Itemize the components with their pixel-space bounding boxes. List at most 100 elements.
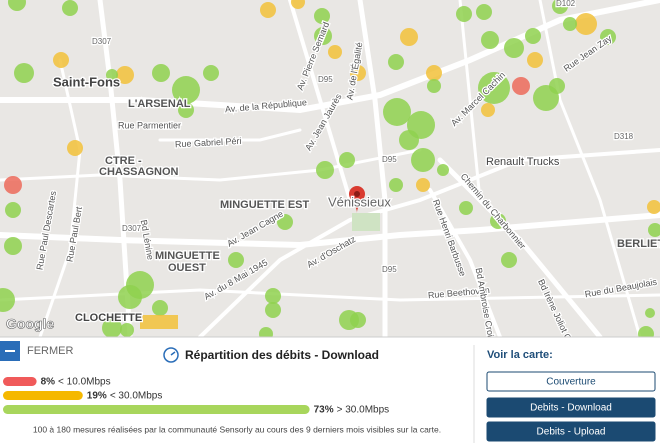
- measure-dot: [490, 213, 506, 229]
- measure-dot: [8, 0, 26, 11]
- measure-dot: [648, 223, 660, 237]
- measure-dot: [291, 0, 305, 9]
- map-label: CHASSAGNON: [99, 166, 179, 178]
- measure-dot: [316, 161, 334, 179]
- legend-bar: [3, 405, 310, 414]
- measure-dot: [277, 214, 293, 230]
- measure-dot: [339, 152, 355, 168]
- speed-needle: [170, 351, 176, 356]
- measure-dot: [456, 6, 472, 22]
- map-label: Rue Gabriel Péri: [175, 136, 242, 149]
- legend-percent: 8%: [41, 377, 56, 388]
- map-label: CTRE -: [105, 155, 142, 167]
- map-pin: [349, 186, 365, 213]
- measure-dot: [53, 52, 69, 68]
- measure-dot: [314, 27, 332, 45]
- map-logo: Google: [6, 316, 54, 332]
- measure-dot: [4, 237, 22, 255]
- map-label: Renault Trucks: [486, 156, 560, 168]
- measure-dot: [426, 65, 442, 81]
- map-label: Rue Parmentier: [118, 120, 181, 130]
- legend-percent: 19%: [87, 391, 107, 402]
- map-label: L'ARSENAL: [128, 98, 191, 110]
- measure-dot: [62, 0, 78, 16]
- measure-dot: [314, 8, 330, 24]
- measure-dot: [527, 52, 543, 68]
- map-label: D318: [614, 132, 634, 141]
- measure-dot: [120, 323, 134, 337]
- measure-dot: [350, 65, 366, 81]
- map-label: D102: [556, 0, 576, 8]
- legend-range: > 30.0Mbps: [337, 405, 390, 416]
- measure-dot: [481, 103, 495, 117]
- measure-dot: [14, 63, 34, 83]
- measure-dot: [5, 202, 21, 218]
- measure-dot: [178, 102, 194, 118]
- map-label: D95: [382, 265, 397, 274]
- measure-dot: [416, 178, 430, 192]
- measure-dot: [265, 302, 281, 318]
- measure-dot: [67, 140, 83, 156]
- measure-dot: [647, 200, 660, 214]
- measure-dot: [645, 308, 655, 318]
- measure-dot: [411, 148, 435, 172]
- measure-dot: [476, 4, 492, 20]
- measure-dot: [152, 300, 168, 316]
- measure-dot: [328, 45, 342, 59]
- map-pin-dot: [354, 191, 360, 197]
- view-button-label[interactable]: Debits - Download: [530, 403, 612, 414]
- map-label: D307: [122, 224, 142, 233]
- park: [352, 213, 380, 231]
- legend-percent: 73%: [314, 405, 334, 416]
- view-button[interactable]: [486, 397, 656, 418]
- measure-dot: [260, 2, 276, 18]
- measure-dot: [563, 17, 577, 31]
- view-button[interactable]: [486, 371, 656, 392]
- legend-bar: [3, 377, 37, 386]
- measure-dot: [399, 130, 419, 150]
- legend-range: < 10.0Mbps: [58, 377, 111, 388]
- measure-dot: [4, 176, 22, 194]
- measure-dot: [437, 164, 449, 176]
- view-button[interactable]: [486, 421, 656, 442]
- view-button-label[interactable]: Couverture: [546, 377, 596, 388]
- measure-dot: [228, 252, 244, 268]
- measure-dot: [600, 29, 616, 45]
- measure-dot: [389, 178, 403, 192]
- footnote: 100 à 180 mesures réalisées par la commu…: [33, 424, 441, 434]
- measure-dot: [172, 76, 200, 104]
- legend-range: < 30.0Mbps: [110, 391, 163, 402]
- measure-dot: [525, 28, 541, 44]
- measure-dot: [575, 13, 597, 35]
- measure-dot: [152, 64, 170, 82]
- measure-dot: [549, 78, 565, 94]
- measure-dot: [459, 201, 473, 215]
- view-button-label[interactable]: Debits - Upload: [537, 427, 606, 438]
- roads: [0, 0, 660, 302]
- map-label: CLOCHETTE: [75, 312, 142, 324]
- map-label: MINGUETTE EST: [220, 199, 310, 211]
- map-label: D95: [382, 155, 397, 164]
- measure-dot: [478, 72, 510, 104]
- map-label: OUEST: [168, 262, 206, 274]
- measure-dot: [427, 79, 441, 93]
- measure-dot: [350, 312, 366, 328]
- tile: [140, 315, 178, 329]
- side-title: Voir la carte:: [487, 349, 553, 361]
- measure-dot: [512, 77, 530, 95]
- measure-dot: [481, 31, 499, 49]
- map-label: Saint-Fons: [53, 74, 120, 89]
- measure-dot: [203, 65, 219, 81]
- measure-dot: [0, 288, 15, 312]
- measure-dot: [504, 38, 524, 58]
- legend-bar: [3, 391, 83, 400]
- map-label: MINGUETTE: [155, 250, 220, 262]
- map-label: BERLIET: [617, 238, 660, 250]
- measure-dot: [383, 98, 411, 126]
- measure-dot: [116, 66, 134, 84]
- panel-title: Répartition des débits - Download: [185, 348, 379, 362]
- close-button[interactable]: FERMER: [27, 345, 74, 357]
- measure-dot: [265, 288, 281, 304]
- speed-icon: [163, 347, 179, 363]
